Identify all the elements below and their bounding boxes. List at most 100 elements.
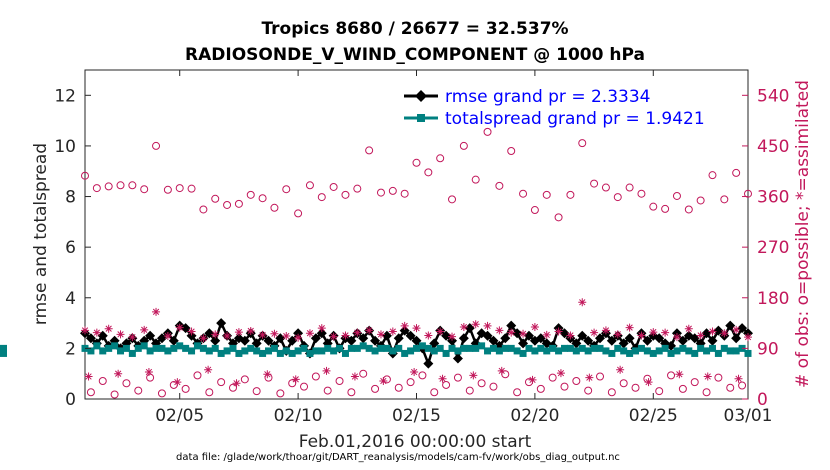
- data-point: [312, 347, 320, 355]
- data-point: [341, 349, 349, 357]
- obs-count-point: [471, 320, 480, 329]
- data-point: [193, 342, 201, 350]
- obs-count-point: [459, 323, 468, 332]
- obs-count-point: [110, 390, 119, 399]
- obs-count-point: [400, 321, 409, 330]
- obs-count-point: [116, 181, 125, 190]
- data-point: [164, 347, 172, 355]
- data-point: [253, 347, 261, 355]
- obs-count-point: [744, 333, 752, 342]
- obs-count-point: [317, 324, 326, 333]
- data-point: [371, 347, 379, 355]
- obs-count-point: [578, 298, 587, 307]
- obs-count-point: [495, 326, 504, 335]
- data-point: [134, 344, 142, 352]
- obs-count-point: [412, 158, 421, 167]
- data-point: [703, 347, 711, 355]
- obs-count-point: [483, 127, 492, 136]
- obs-count-point: [163, 332, 172, 341]
- data-point: [583, 335, 594, 346]
- obs-count-point: [453, 373, 462, 382]
- obs-count-point: [672, 191, 681, 200]
- data-point: [263, 335, 274, 346]
- legend-totalspread-marker: [417, 114, 425, 122]
- obs-count-point: [536, 384, 545, 393]
- data-point: [210, 335, 221, 346]
- obs-count-point: [566, 190, 575, 199]
- data-point: [608, 349, 616, 357]
- obs-count-point: [495, 181, 504, 190]
- obs-count-point: [317, 193, 326, 202]
- obs-count-point: [211, 194, 220, 203]
- data-point: [472, 344, 480, 352]
- data-layer: [0, 127, 753, 399]
- obs-count-point: [732, 168, 741, 177]
- y-tick-label: 6: [65, 238, 76, 258]
- obs-count-point: [542, 190, 551, 199]
- x-axis: 02/05 02/10 02/15 02/20 02/25 03/01: [155, 70, 773, 426]
- obs-count-point: [720, 329, 729, 338]
- obs-count-point: [181, 384, 190, 393]
- data-point: [401, 349, 409, 357]
- data-point: [590, 344, 598, 352]
- obs-count-point: [556, 369, 565, 378]
- data-point: [229, 344, 237, 352]
- obs-count-point: [631, 383, 640, 392]
- data-point: [677, 335, 688, 346]
- data-point: [217, 349, 225, 357]
- obs-count-point: [232, 379, 241, 388]
- legend-rmse-label: rmse grand pr = 2.3334: [445, 87, 650, 107]
- obs-count-point: [714, 373, 723, 382]
- obs-count-point: [270, 329, 279, 338]
- obs-count-point: [263, 370, 272, 379]
- data-point: [395, 344, 403, 352]
- obs-count-point: [116, 330, 125, 339]
- obs-count-point: [300, 382, 309, 391]
- data-point: [555, 347, 563, 355]
- obs-count-point: [649, 328, 658, 337]
- obs-count-point: [205, 388, 214, 397]
- obs-count-point: [690, 378, 699, 387]
- data-point: [205, 347, 213, 355]
- obs-count-point: [601, 326, 610, 335]
- obs-count-point: [678, 384, 687, 393]
- data-point: [288, 349, 296, 357]
- obs-count-point: [436, 154, 445, 163]
- chart-subtitle: RADIOSONDE_V_WIND_COMPONENT @ 1000 hPa: [185, 45, 645, 65]
- data-point: [464, 323, 475, 334]
- data-point: [430, 347, 438, 355]
- obs-count-point: [223, 332, 232, 341]
- data-point: [146, 347, 154, 355]
- obs-count-point: [81, 326, 89, 335]
- data-point: [506, 320, 517, 331]
- data-point: [405, 330, 416, 341]
- obs-count-point: [140, 185, 149, 194]
- obs-count-point: [661, 328, 670, 337]
- obs-count-point: [726, 383, 735, 392]
- obs-count-point: [128, 333, 137, 342]
- obs-count-point: [234, 328, 243, 337]
- obs-count-point: [530, 206, 539, 215]
- obs-count-point: [84, 372, 93, 381]
- obs-count-point: [702, 388, 711, 397]
- data-point: [596, 344, 604, 352]
- data-point: [270, 344, 278, 352]
- data-point: [199, 344, 207, 352]
- data-point: [614, 344, 622, 352]
- obs-count-point: [223, 200, 232, 209]
- data-point: [347, 344, 355, 352]
- data-point: [655, 347, 663, 355]
- data-point: [488, 335, 499, 346]
- obs-count-point: [637, 331, 646, 340]
- obs-count-point: [199, 205, 208, 214]
- obs-count-point: [246, 326, 255, 335]
- obs-count-point: [104, 182, 113, 191]
- obs-count-point: [625, 323, 634, 332]
- data-point: [560, 344, 568, 352]
- data-point: [370, 335, 381, 346]
- data-point: [216, 318, 227, 329]
- data-point: [537, 344, 545, 352]
- obs-count-point: [465, 386, 474, 395]
- data-point: [117, 347, 125, 355]
- obs-count-point: [365, 146, 374, 155]
